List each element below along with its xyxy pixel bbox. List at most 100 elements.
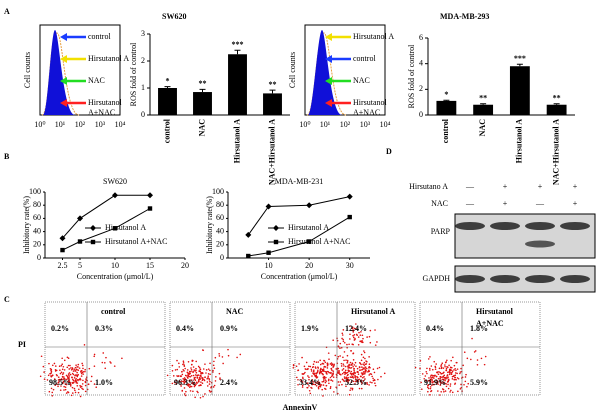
scatter-dot — [184, 367, 186, 370]
scatter-dot — [199, 368, 202, 371]
scatter-dot — [311, 387, 313, 389]
histogram-peak — [308, 30, 342, 115]
scatter-dot — [218, 353, 220, 355]
scatter-dot — [222, 362, 224, 365]
scatter-dot — [318, 381, 321, 384]
band-label: GAPDH — [422, 274, 450, 283]
scatter-dot — [90, 375, 93, 378]
bar — [193, 92, 212, 115]
legend-label: Hirsutanol A+NAC — [288, 237, 351, 246]
scatter-dot — [177, 375, 179, 378]
scatter-dot — [201, 379, 204, 382]
scatter-dot — [63, 376, 65, 378]
error-bar — [516, 63, 523, 67]
scatter-dot — [197, 374, 200, 376]
scatter-dot — [462, 364, 464, 367]
scatter-dot — [51, 391, 54, 394]
scatter-dot — [196, 377, 199, 379]
quadrant-percent: 33.4% — [299, 378, 321, 387]
scatter-dot — [209, 362, 211, 365]
scatter-dot — [93, 383, 96, 385]
scatter-dot — [346, 371, 349, 374]
annotation: ** — [269, 80, 277, 89]
scatter-dot — [358, 378, 361, 381]
scatter-dot — [435, 363, 437, 365]
scatter-dot — [212, 369, 214, 372]
scatter-dot — [337, 355, 340, 358]
scatter-dot — [368, 384, 370, 386]
point — [246, 253, 251, 259]
scatter-dot — [321, 388, 324, 391]
scatter-dot — [307, 367, 309, 370]
scatter-dot — [95, 386, 98, 389]
scatter-dot — [219, 378, 221, 380]
scatter-dot — [298, 363, 300, 365]
x-tick-label: NAC+Hirsutanol A — [267, 119, 276, 185]
scatter-dot — [342, 356, 344, 359]
scatter-dot — [474, 350, 477, 352]
treatment-sign: + — [538, 182, 543, 191]
scatter-dot — [53, 378, 56, 380]
quadrant-percent: 0.4% — [426, 324, 444, 333]
blot-band — [560, 222, 590, 230]
scatter-dot — [360, 381, 363, 384]
panel-label: D — [386, 147, 392, 156]
scatter-dot — [433, 383, 435, 386]
scatter-dot — [309, 382, 312, 384]
scatter-dot — [369, 373, 372, 375]
scatter-dot — [429, 378, 432, 381]
scatter-dot — [315, 384, 318, 387]
scatter-dot — [301, 356, 303, 359]
scatter-dot — [347, 365, 349, 368]
x-tick-label: 10⁰ — [34, 120, 45, 129]
scatter-dot — [431, 384, 433, 387]
blot-band — [525, 275, 555, 283]
scatter-dot — [449, 385, 452, 387]
scatter-dot — [430, 390, 432, 393]
scatter-dot — [60, 364, 63, 367]
scatter-dot — [197, 380, 200, 382]
scatter-dot — [73, 387, 76, 390]
scatter-dot — [363, 350, 365, 352]
quadrant-percent: 0.4% — [176, 324, 194, 333]
y-tick-label: 20 — [216, 240, 224, 249]
x-tick-label: 10 — [111, 261, 119, 270]
scatter-dot — [322, 369, 325, 372]
scatter-dot — [102, 352, 105, 354]
scatter-dot — [441, 362, 444, 364]
scatter-dot — [352, 336, 355, 339]
scatter-dot — [42, 365, 45, 368]
scatter-dot — [101, 361, 104, 364]
scatter-dot — [348, 343, 350, 346]
scatter-dot — [324, 361, 327, 364]
scatter-dot — [353, 334, 356, 336]
scatter-dot — [324, 387, 326, 390]
scatter-dot — [76, 382, 79, 384]
error-bar — [234, 49, 241, 55]
scatter-dot — [426, 386, 429, 389]
scatter-dot — [187, 383, 190, 385]
scatter-dot — [75, 368, 78, 371]
scatter-dot — [201, 382, 204, 385]
scatter-dot — [192, 370, 194, 373]
scatter-dot — [334, 354, 337, 357]
scatter-dot — [448, 364, 450, 367]
scatter-dot — [68, 378, 71, 380]
scatter-dot — [339, 347, 341, 349]
scatter-dot — [352, 373, 355, 376]
scatter-dot — [218, 372, 221, 375]
scatter-dot — [239, 353, 242, 356]
scatter-dot — [357, 373, 360, 376]
scatter-dot — [464, 376, 467, 378]
scatter-dot — [377, 378, 379, 381]
scatter-dot — [444, 378, 447, 380]
scatter-dot — [350, 376, 353, 379]
scatter-dot — [176, 368, 179, 371]
scatter-dot — [454, 378, 456, 381]
scatter-dot — [329, 386, 332, 388]
scatter-dot — [199, 378, 201, 380]
scatter-dot — [440, 381, 442, 384]
x-tick-label: Hirsutanol A — [232, 119, 241, 163]
scatter-dot — [449, 368, 452, 371]
scatter-dot — [192, 390, 194, 393]
